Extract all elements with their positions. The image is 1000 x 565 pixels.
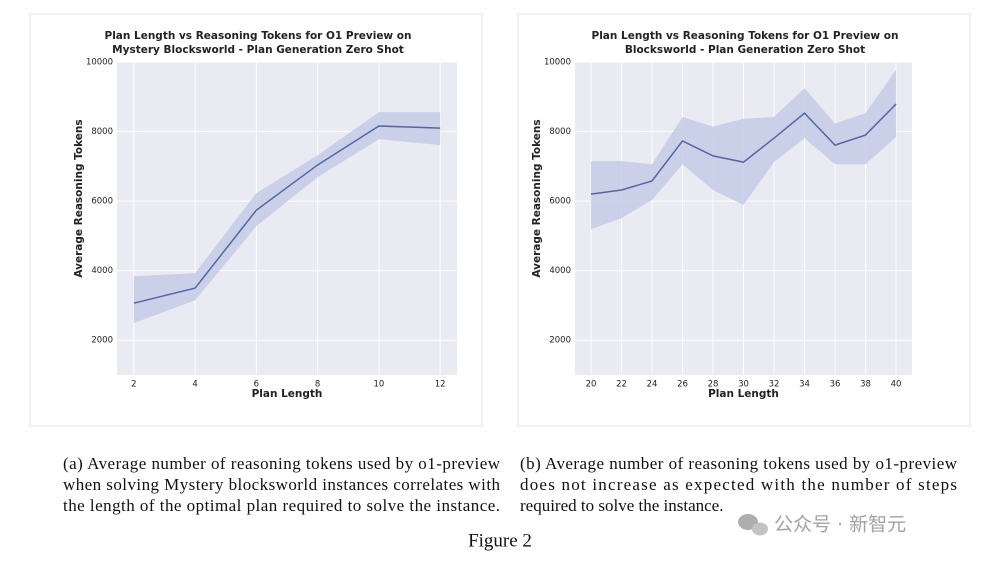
- y-tick-label: 6000: [91, 197, 113, 207]
- x-tick-label: 24: [647, 380, 658, 390]
- x-tick-label: 8: [315, 380, 320, 390]
- y-tick-label: 4000: [549, 266, 571, 276]
- caption-line: does not increase as expected with the n…: [520, 475, 957, 494]
- y-tick-label: 6000: [549, 197, 571, 207]
- x-tick-label: 34: [799, 380, 810, 390]
- caption-line: required to solve the instance.: [520, 496, 723, 515]
- line: [590, 103, 897, 195]
- watermark-icon: [752, 522, 768, 536]
- caption-line: when solving Mystery blocksworld instanc…: [63, 475, 501, 494]
- confidence-band: [591, 69, 896, 230]
- x-tick-label: 22: [616, 380, 627, 390]
- caption-line: (a) Average number of reasoning tokens u…: [63, 454, 501, 473]
- x-tick-label: 2: [131, 380, 136, 390]
- y-axis-label: Average Reasoning Tokens: [531, 119, 543, 277]
- y-tick-label: 10000: [86, 58, 113, 68]
- x-tick-label: 26: [677, 380, 688, 390]
- caption-line: the length of the optimal plan required …: [63, 496, 500, 515]
- y-tick-label: 10000: [544, 58, 571, 68]
- y-tick-label: 4000: [91, 266, 113, 276]
- watermark-text: 公众号 · 新智元: [774, 514, 906, 536]
- x-tick-label: 4: [192, 380, 197, 390]
- chart-title: Plan Length vs Reasoning Tokens for O1 P…: [105, 30, 412, 42]
- x-tick-label: 10: [373, 380, 384, 390]
- plot-area: [117, 62, 457, 375]
- figure-label: Figure 2: [468, 530, 532, 551]
- x-tick-label: 28: [708, 380, 719, 390]
- x-tick-label: 20: [586, 380, 597, 390]
- y-tick-label: 8000: [549, 127, 571, 137]
- chart-title: Blocksworld - Plan Generation Zero Shot: [625, 44, 865, 56]
- chart: Plan Length vs Reasoning Tokens for O1 P…: [73, 30, 457, 400]
- y-tick-label: 8000: [91, 127, 113, 137]
- chart-title: Mystery Blocksworld - Plan Generation Ze…: [112, 44, 404, 56]
- panel-frame: [517, 13, 971, 427]
- chart-title: Plan Length vs Reasoning Tokens for O1 P…: [592, 30, 899, 42]
- x-tick-label: 40: [891, 380, 902, 390]
- x-tick-label: 6: [254, 380, 259, 390]
- y-tick-label: 2000: [91, 336, 113, 346]
- y-tick-label: 2000: [549, 336, 571, 346]
- watermark: 公众号 · 新智元: [738, 514, 906, 536]
- line: [133, 125, 441, 304]
- y-axis-label: Average Reasoning Tokens: [73, 119, 85, 277]
- x-tick-label: 12: [435, 380, 446, 390]
- x-tick-label: 32: [769, 380, 780, 390]
- panel-frame: [29, 13, 483, 427]
- x-tick-label: 36: [830, 380, 841, 390]
- confidence-band: [133, 112, 441, 324]
- x-tick-label: 38: [860, 380, 871, 390]
- x-axis-label: Plan Length: [708, 388, 779, 400]
- x-tick-label: 30: [738, 380, 749, 390]
- caption-line: (b) Average number of reasoning tokens u…: [520, 454, 958, 473]
- x-axis-label: Plan Length: [252, 388, 323, 400]
- chart: Plan Length vs Reasoning Tokens for O1 P…: [531, 30, 912, 400]
